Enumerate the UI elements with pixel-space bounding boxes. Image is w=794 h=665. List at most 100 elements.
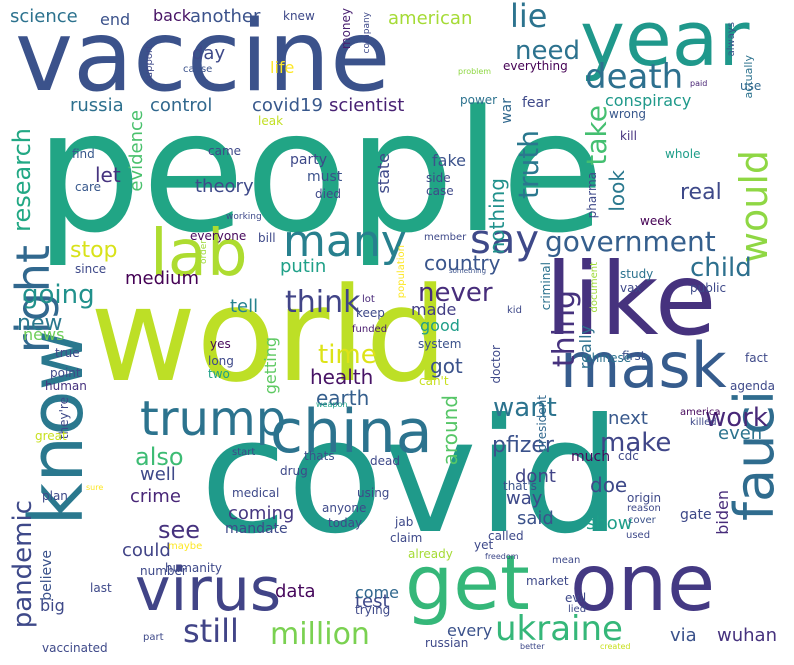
word-mandate: mandate <box>225 521 288 537</box>
word-system: system <box>418 337 462 351</box>
word-lab: lab <box>150 217 248 291</box>
word-many: many <box>283 216 407 267</box>
word-scientist: scientist <box>329 95 405 116</box>
word-big: big <box>40 596 65 615</box>
word-power: power <box>460 93 498 107</box>
word-truth: truth <box>512 130 545 199</box>
word-number: number <box>140 564 187 578</box>
word-great: great <box>35 429 67 443</box>
word-health: health <box>310 365 374 389</box>
word-said: said <box>517 508 554 529</box>
word-died: died <box>315 187 341 201</box>
word-lied: lied <box>568 604 587 615</box>
word-find: find <box>72 147 95 161</box>
word-freedom: freedom <box>485 552 519 561</box>
word-pfizer: pfizer <box>492 433 554 458</box>
word-crime: crime <box>130 486 181 507</box>
word-case: case <box>426 184 454 198</box>
word-new: new <box>17 311 63 336</box>
word-anyone: anyone <box>322 501 367 515</box>
word-sure: sure <box>86 483 104 492</box>
word-wuhan: wuhan <box>717 625 777 646</box>
word-wrong: wrong <box>609 107 647 121</box>
word-cdc: cdc <box>618 449 639 463</box>
word-created: created <box>600 642 631 651</box>
word-think: think <box>285 285 361 320</box>
word-every: every <box>447 621 493 640</box>
word-public: public <box>690 281 727 295</box>
word-earth: earth <box>316 386 370 410</box>
word-test: test <box>355 591 390 612</box>
word-good: good <box>420 316 460 335</box>
word-news: news <box>23 325 65 344</box>
word-population: population <box>396 245 407 299</box>
word-research: research <box>8 128 36 232</box>
word-see: see <box>158 516 201 544</box>
word-made: made <box>411 300 457 319</box>
word-always: always <box>726 22 737 57</box>
word-never: never <box>418 278 493 308</box>
word-could: could <box>122 540 171 561</box>
word-day: day <box>192 43 226 64</box>
word-working: working <box>226 212 262 222</box>
word-medium: medium <box>125 268 199 289</box>
word-reason: reason <box>627 503 661 514</box>
word-gate: gate <box>680 507 712 523</box>
word-company: company <box>362 12 372 54</box>
word-weapon: weapon <box>316 400 348 409</box>
word-came: came <box>208 144 242 158</box>
word-member: member <box>424 232 467 243</box>
word-everything: everything <box>503 59 568 73</box>
word-life: life <box>270 58 295 77</box>
word-money: money <box>339 8 353 50</box>
word-nothing: nothing <box>485 178 509 255</box>
word-used: used <box>626 530 651 541</box>
word-leak: leak <box>258 114 284 128</box>
word-knew: knew <box>283 9 315 23</box>
word-need: need <box>515 36 580 66</box>
word-mask: mask <box>560 329 727 402</box>
word-government: government <box>545 225 716 258</box>
word-much: much <box>571 449 611 465</box>
word-way: way <box>506 488 543 509</box>
word-pandemic: pandemic <box>8 500 38 629</box>
word-vaccine: vaccine <box>15 0 391 114</box>
word-another: another <box>190 6 261 27</box>
word-paid: paid <box>690 79 708 88</box>
word-war: war <box>499 98 515 124</box>
word-also: also <box>135 443 184 471</box>
word-let: let <box>95 163 121 187</box>
word-make: make <box>600 428 672 458</box>
word-million: million <box>270 617 370 652</box>
word-want: want <box>493 393 557 423</box>
word-russian: russian <box>425 636 469 650</box>
word-come: come <box>355 583 400 602</box>
word-evil: evil <box>565 591 587 605</box>
word-back: back <box>153 6 192 25</box>
word-biden: biden <box>713 490 732 535</box>
word-start: start <box>232 447 256 458</box>
word-president: president <box>535 395 549 452</box>
word-state: state <box>374 153 393 194</box>
word-vax: vax <box>620 281 642 295</box>
word-whole: whole <box>665 147 701 161</box>
word-mean: mean <box>552 555 581 566</box>
word-believe: believe <box>39 550 55 601</box>
word-first: first <box>622 349 646 363</box>
word-even: even <box>718 423 763 444</box>
word-trying: trying <box>355 603 391 617</box>
word-something: something <box>449 267 487 275</box>
word-study: study <box>620 267 654 281</box>
word-origin: origin <box>627 491 662 505</box>
word-market: market <box>526 574 569 588</box>
word-evidence: evidence <box>126 110 147 192</box>
word-coming: coming <box>228 503 295 524</box>
word-death: death <box>585 57 684 97</box>
word-already: already <box>408 547 453 561</box>
word-like: like <box>545 241 717 358</box>
word-better: better <box>520 642 545 651</box>
word-called: called <box>488 529 524 543</box>
word-get: get <box>405 538 530 627</box>
word-control: control <box>150 95 213 116</box>
